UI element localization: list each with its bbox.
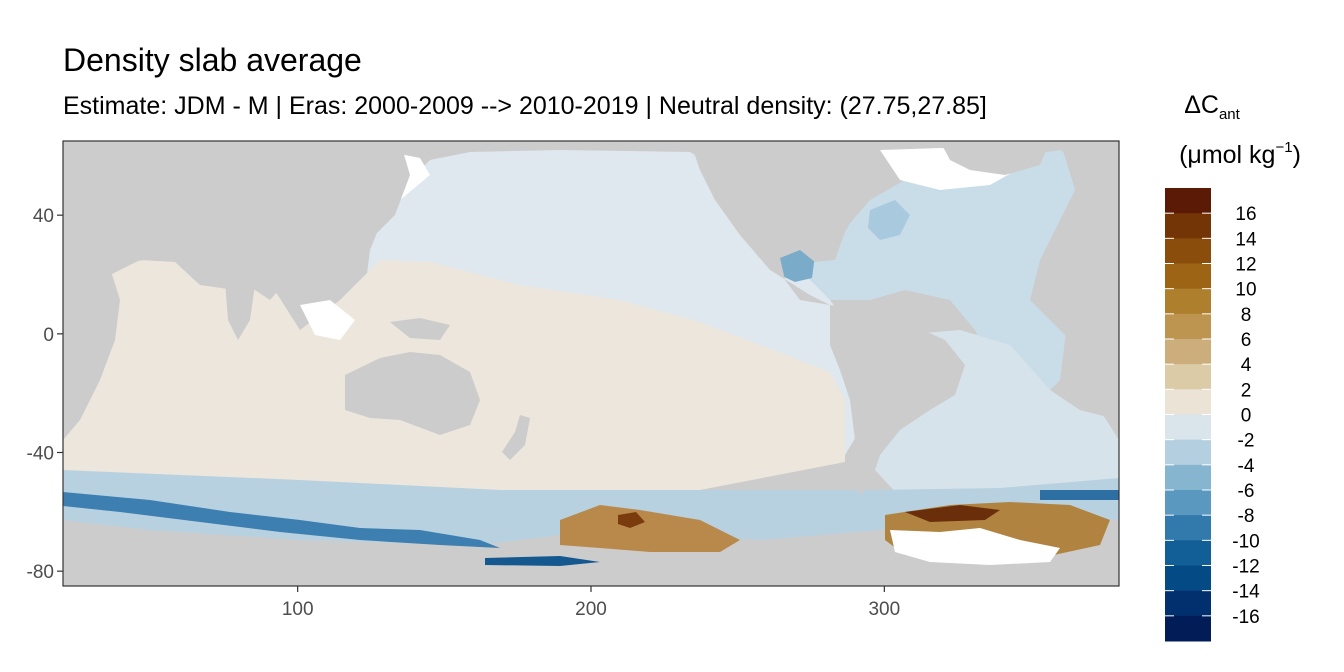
ocean-ross-sea [560, 505, 740, 552]
x-tick-label: 100 [282, 599, 314, 620]
land-india [225, 282, 255, 340]
land-antarctica [63, 545, 1119, 586]
legend-color-step [1165, 364, 1211, 390]
legend-color-step [1165, 213, 1211, 239]
land-australia [345, 352, 480, 435]
legend-tick-label: 14 [1235, 229, 1257, 250]
x-tick-label: 300 [868, 599, 900, 620]
land-new-guinea [390, 318, 450, 340]
legend-tick-label: 2 [1241, 380, 1252, 401]
legend-tick-label: -14 [1232, 582, 1260, 603]
land-eurasia [63, 141, 410, 300]
legend-unit: (μmol kg−1) [1179, 139, 1301, 169]
legend-color-step [1165, 263, 1211, 290]
legend-tick-label: 4 [1241, 355, 1252, 376]
ocean-gulf-of-mexico [778, 248, 815, 282]
ocean-southern-dark-streak [63, 492, 500, 548]
y-tick-label: -40 [27, 444, 54, 465]
ocean-southern-dark-east [1040, 490, 1119, 500]
legend-unit-close: ) [1293, 141, 1301, 169]
ocean-ross-dark-edge [485, 556, 600, 566]
legend-title: ΔCant [1184, 91, 1240, 123]
legend-color-step [1165, 590, 1211, 617]
legend: ΔCant (μmol kg−1) 16 14 12 10 8 6 4 2 0 -2 -4 -6 -8 -… [1165, 91, 1301, 642]
ocean-weddell-sea-core [905, 505, 1000, 522]
legend-tick-label: 0 [1241, 406, 1252, 427]
legend-color-step [1165, 414, 1211, 441]
ocean-labrador-sea [868, 200, 910, 240]
x-tick-label: 200 [575, 599, 607, 620]
legend-title-subscript: ant [1219, 106, 1241, 123]
legend-tick-label: 16 [1235, 204, 1256, 225]
legend-color-step [1165, 540, 1211, 566]
map-layer [63, 141, 1119, 586]
land-new-zealand [502, 415, 530, 460]
legend-tick-label: 10 [1235, 280, 1256, 301]
ice-patch-antarctic-shelf-east [890, 528, 1060, 565]
legend-tick-label: -10 [1232, 531, 1259, 552]
legend-color-step [1165, 238, 1211, 264]
legend-tick-label: -2 [1238, 431, 1255, 452]
y-tick-label: 0 [43, 325, 54, 346]
legend-color-step [1165, 565, 1211, 592]
legend-color-step [1165, 515, 1211, 541]
legend-tick-label: 8 [1241, 305, 1252, 326]
chart-title: Density slab average [63, 42, 362, 78]
legend-tick-label: -6 [1238, 481, 1255, 502]
land-south-america [830, 305, 965, 495]
legend-color-step [1165, 439, 1211, 466]
legend-tick-labels: 16 14 12 10 8 6 4 2 0 -2 -4 -6 -8 -10 -12 -14 -16 [1165, 204, 1260, 628]
y-axis: 40 0 -40 -80 [27, 206, 63, 583]
ocean-ross-sea-core [618, 512, 645, 528]
legend-color-step [1165, 288, 1211, 315]
y-tick-label: 40 [33, 206, 54, 227]
land-europe-africa-east [1030, 141, 1119, 440]
legend-tick-label: -8 [1238, 506, 1255, 527]
legend-color-step [1165, 339, 1211, 365]
legend-tick-label: -16 [1232, 607, 1259, 628]
legend-color-step [1165, 313, 1211, 340]
legend-tick-label: 6 [1241, 330, 1252, 351]
legend-color-step [1165, 389, 1211, 415]
land-north-america [690, 141, 880, 305]
legend-colorbar [1165, 188, 1211, 642]
land-greenland [940, 141, 1050, 175]
legend-tick-label: -12 [1232, 557, 1259, 578]
ice-patch-maritime [300, 300, 355, 340]
legend-color-step [1165, 464, 1211, 491]
y-tick-label: -80 [27, 562, 54, 583]
land-africa [63, 265, 120, 440]
legend-unit-text: (μmol kg [1179, 141, 1275, 169]
legend-color-step [1165, 490, 1211, 516]
legend-tick-label: -4 [1238, 456, 1255, 477]
chart-subtitle: Estimate: JDM - M | Eras: 2000-2009 --> … [63, 92, 987, 120]
legend-color-step [1165, 188, 1211, 214]
legend-color-step [1165, 615, 1211, 642]
legend-unit-exponent: −1 [1275, 139, 1292, 156]
legend-tick-label: 12 [1235, 255, 1256, 276]
x-axis: 100 200 300 [282, 586, 900, 620]
legend-title-main: ΔC [1184, 91, 1219, 119]
